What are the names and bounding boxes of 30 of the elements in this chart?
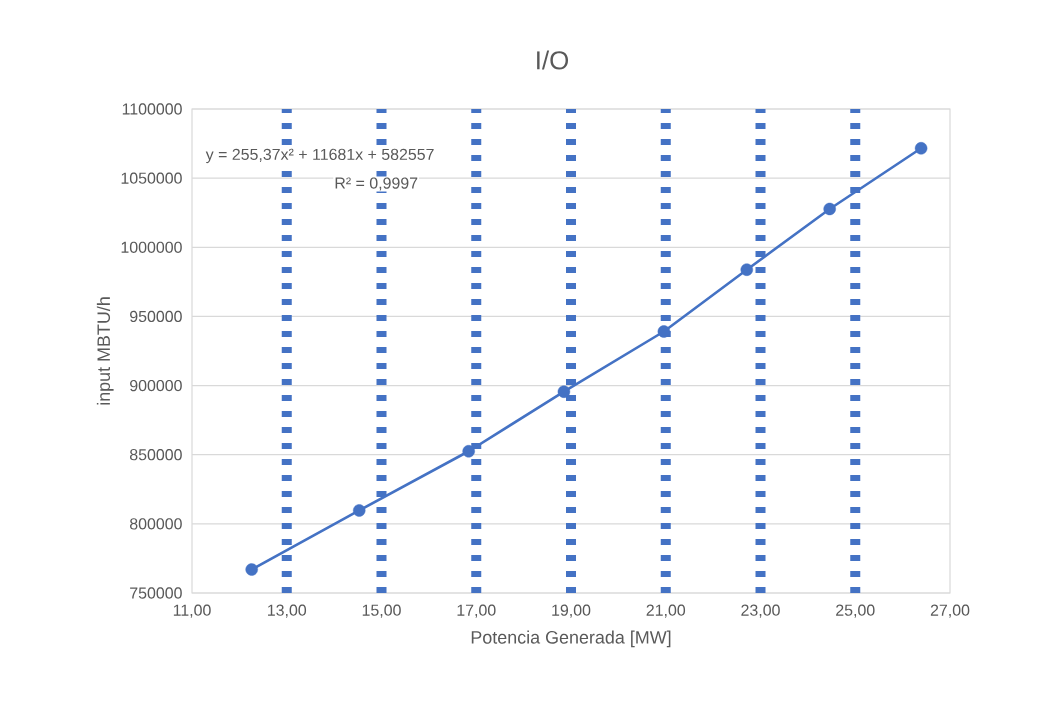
y-axis-title: input MBTU/h — [96, 297, 114, 405]
y-tick-label: 850000 — [129, 449, 182, 461]
point — [353, 504, 366, 517]
annotation: y = 255,37x² + 11681x + 582557 — [205, 148, 434, 164]
point — [245, 563, 258, 576]
x-tick-label: 19,00 — [552, 604, 591, 618]
point — [462, 445, 475, 458]
x-tick-label: 17,00 — [457, 604, 496, 618]
point — [657, 325, 671, 338]
y-tick-label: 750000 — [130, 587, 182, 599]
y-tick-label: 1050000 — [121, 172, 182, 184]
y-tick-label: 1100000 — [122, 103, 182, 115]
chart-title: I/O — [537, 50, 569, 70]
x-axis-title: Potencia Generada [MW] — [471, 630, 671, 648]
x-tick-label: 11,00 — [173, 604, 211, 618]
y-tick-label: 1000000 — [121, 241, 182, 253]
annotation: R² = 0,9997 — [335, 177, 418, 191]
x-tick-label: 23,00 — [741, 604, 780, 618]
x-tick-label: 25,00 — [836, 604, 875, 618]
y-tick-label: 800000 — [129, 518, 182, 530]
point — [823, 202, 836, 216]
point — [914, 142, 928, 155]
x-tick-label: 15,00 — [362, 604, 401, 618]
x-tick-label: 27,00 — [930, 604, 970, 618]
point — [557, 385, 571, 398]
y-tick-label: 950000 — [130, 310, 182, 323]
x-tick-label: 21,00 — [646, 604, 686, 618]
x-tick-label: 13,00 — [268, 604, 307, 618]
point — [740, 263, 753, 276]
y-tick-label: 900000 — [130, 379, 182, 392]
